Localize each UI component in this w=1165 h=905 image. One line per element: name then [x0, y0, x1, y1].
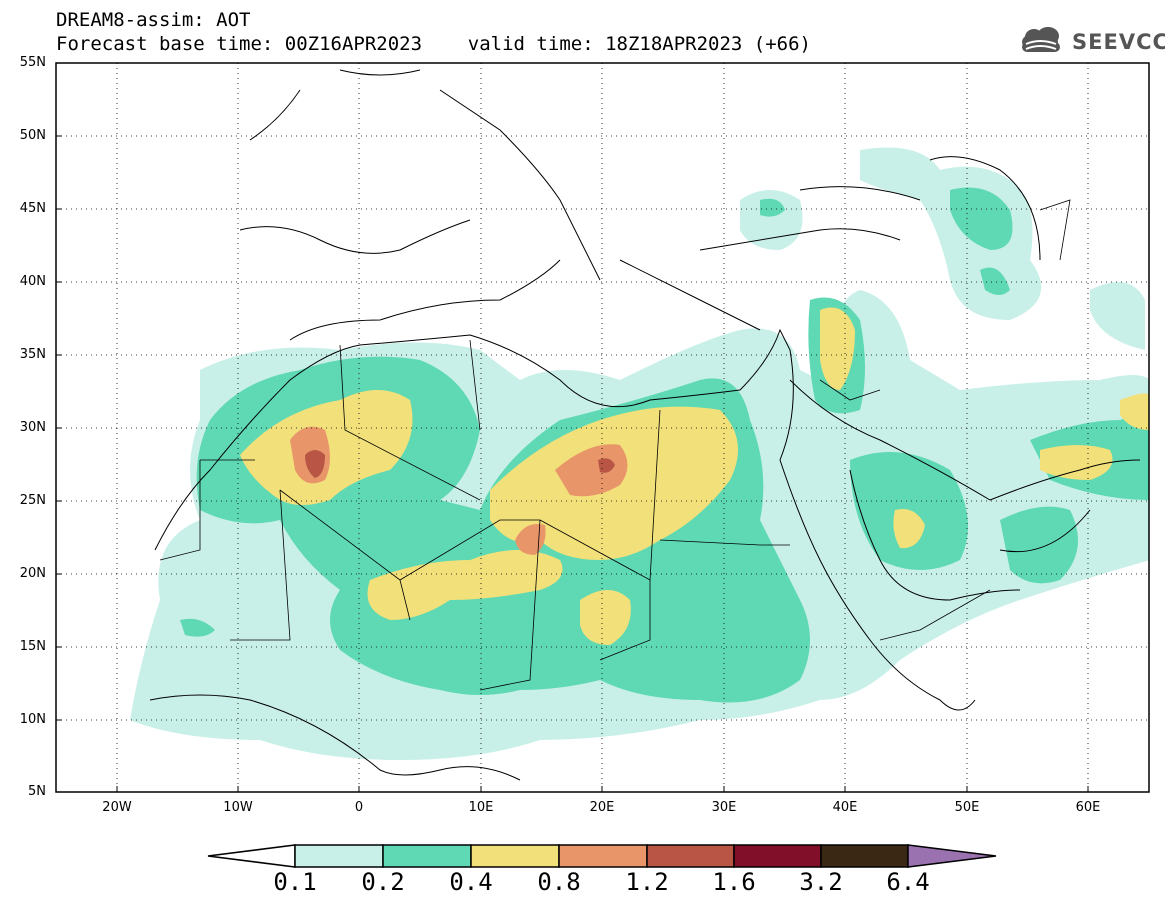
lat-label: 20N [19, 566, 46, 581]
forecast-time-info: Forecast base time: 00Z16APR2023 valid t… [56, 33, 811, 55]
colorbar-label: 6.4 [886, 868, 930, 896]
lat-lon-grid [56, 63, 1149, 792]
cloud-icon [1022, 27, 1060, 52]
lon-label: 0 [354, 800, 364, 815]
colorbar-label: 0.4 [449, 868, 493, 896]
colorbar-label: 0.1 [273, 868, 317, 896]
colorbar-label: 1.6 [712, 868, 756, 896]
lat-label: 5N [28, 784, 46, 799]
lat-label: 40N [19, 274, 46, 289]
lat-label: 15N [19, 639, 46, 654]
seevccc-logo: SEEVCCC [1072, 30, 1165, 54]
colorbar-label: 0.2 [361, 868, 405, 896]
lon-label: 20E [589, 800, 615, 815]
lat-label: 10N [19, 712, 46, 727]
lat-label: 35N [19, 347, 46, 362]
lat-label: 55N [19, 55, 46, 70]
colorbar-label: 1.2 [625, 868, 669, 896]
lat-label: 45N [19, 201, 46, 216]
lon-label: 40E [832, 800, 858, 815]
map-title: DREAM8-assim: AOT [56, 9, 251, 31]
lon-label: 20W [102, 800, 132, 815]
lat-label: 25N [19, 493, 46, 508]
aot-1.2-1.6-region [305, 450, 615, 478]
lon-label: 10E [468, 800, 494, 815]
lon-label: 30E [711, 800, 737, 815]
colorbar-label: 3.2 [799, 868, 843, 896]
lon-label: 60E [1075, 800, 1101, 815]
colorbar-label: 0.8 [537, 868, 581, 896]
lat-label: 30N [19, 420, 46, 435]
lat-label: 50N [19, 128, 46, 143]
lon-label: 50E [954, 800, 980, 815]
lon-label: 10W [223, 800, 253, 815]
